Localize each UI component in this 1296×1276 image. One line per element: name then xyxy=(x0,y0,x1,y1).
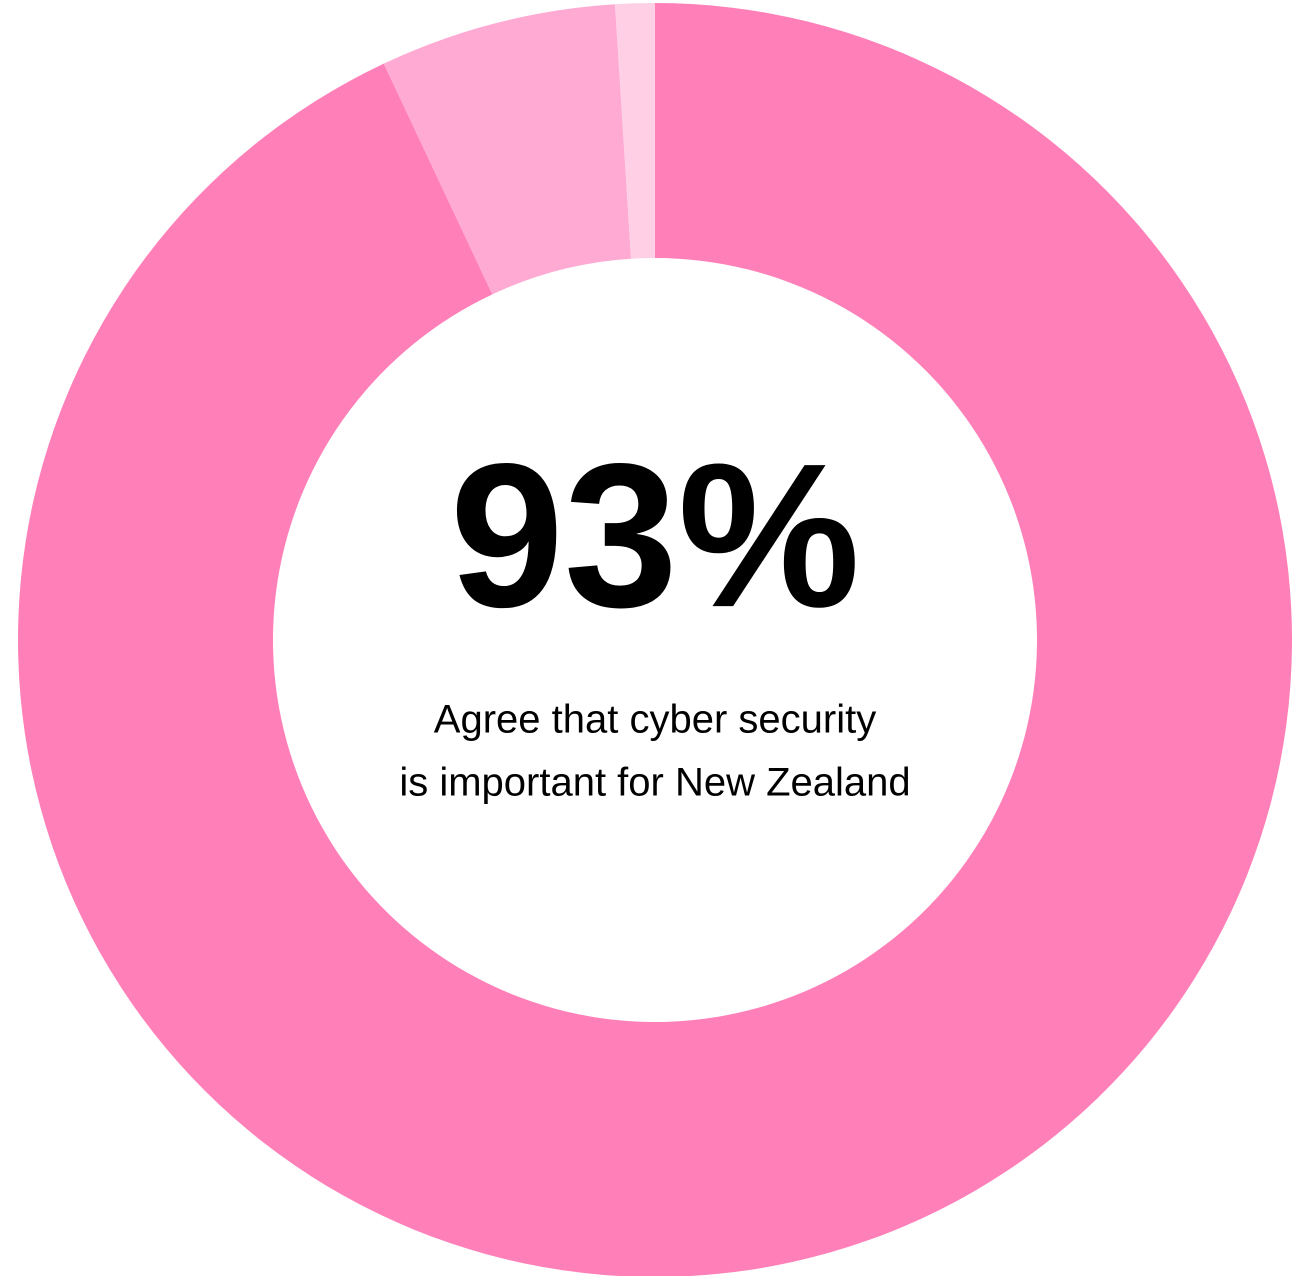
center-value: 93% xyxy=(450,421,860,650)
donut-segment xyxy=(615,3,655,259)
caption-line: Agree that cyber security xyxy=(434,698,876,742)
caption-line: is important for New Zealand xyxy=(399,761,910,805)
donut-segment xyxy=(18,3,1292,1276)
donut-segment xyxy=(383,4,632,295)
